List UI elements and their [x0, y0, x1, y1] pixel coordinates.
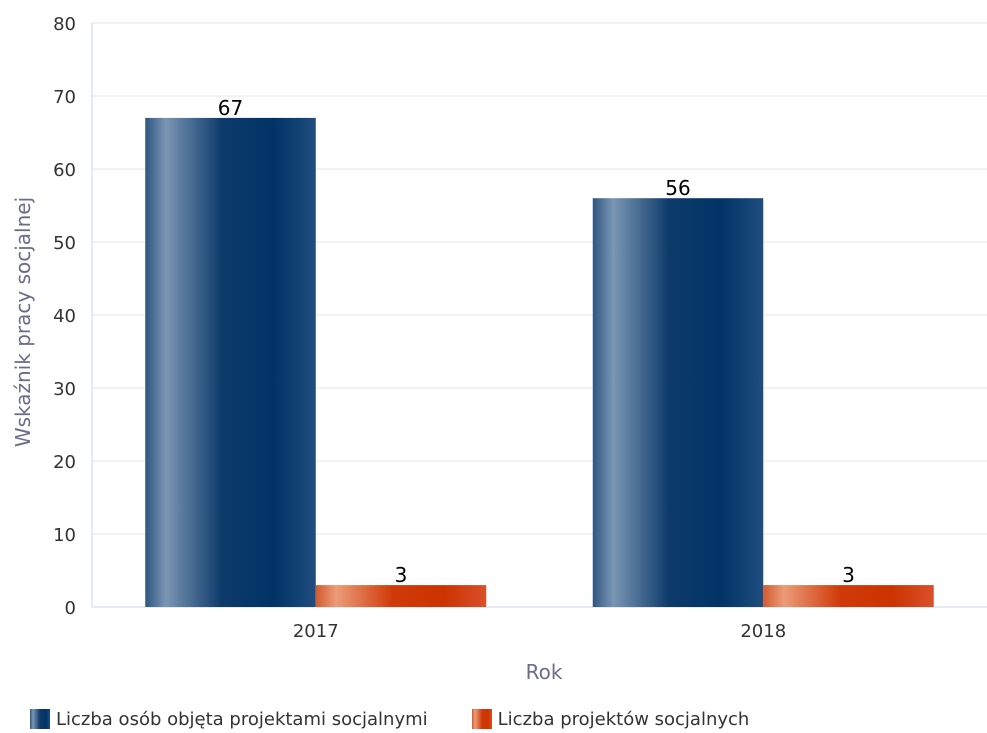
data-labels: 67 3 56 3 — [218, 96, 855, 587]
data-label-series-1-2018: 3 — [842, 563, 855, 587]
bars — [145, 117, 934, 608]
legend-label-persons: Liczba osób objęta projektami socjalnymi — [56, 708, 428, 730]
data-label-series-1-2017: 3 — [395, 563, 408, 587]
x-tick-label-2017: 2017 — [293, 621, 339, 642]
y-tick-label-40: 40 — [53, 306, 76, 327]
legend-swatch-persons — [30, 709, 50, 729]
legend-item-projects[interactable]: Liczba projektów socjalnych — [471, 708, 750, 730]
bar-series-1-2017 — [315, 585, 487, 607]
legend: Liczba osób objęta projektami socjalnymi… — [30, 706, 749, 732]
y-tick-label-80: 80 — [53, 14, 76, 35]
x-axis-title: Rok — [526, 660, 563, 684]
legend-label-projects: Liczba projektów socjalnych — [497, 708, 750, 730]
data-label-series-0-2017: 67 — [218, 96, 243, 120]
x-tick-label-2018: 2018 — [740, 621, 786, 642]
y-axis-title: Wskaźnik pracy socjalnej — [11, 197, 35, 447]
y-tick-label-0: 0 — [65, 598, 76, 619]
y-tick-label-50: 50 — [53, 233, 76, 254]
bar-series-0-2017 — [145, 117, 316, 608]
chart-canvas: 0 10 20 30 40 50 60 70 80 2017 2018 67 3 56 3 Wskaźni… — [11, 14, 987, 684]
y-tick-label-10: 10 — [53, 525, 76, 546]
bar-series-1-2018 — [763, 585, 934, 607]
legend-swatch-projects — [471, 709, 492, 729]
bar-series-0-2018 — [592, 198, 764, 607]
y-tick-label-20: 20 — [53, 452, 76, 473]
legend-item-persons[interactable]: Liczba osób objęta projektami socjalnymi — [30, 709, 428, 730]
y-tick-label-30: 30 — [53, 379, 76, 400]
data-label-series-0-2018: 56 — [665, 176, 690, 200]
y-tick-label-60: 60 — [53, 160, 76, 181]
y-tick-label-70: 70 — [53, 87, 76, 108]
